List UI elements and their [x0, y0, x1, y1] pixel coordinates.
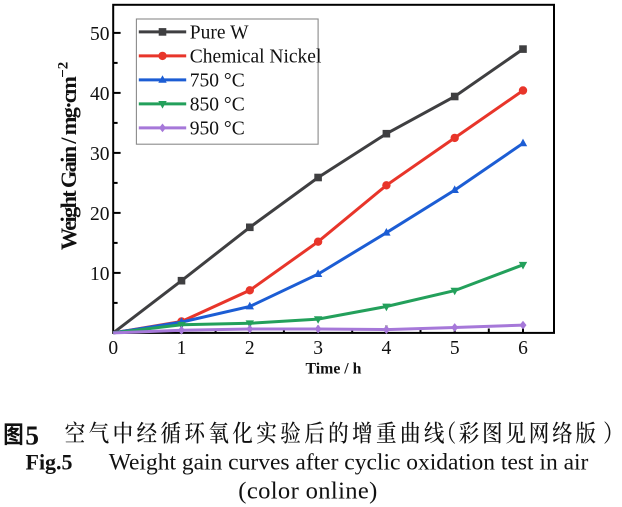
svg-text:1: 1: [177, 338, 187, 359]
svg-text:Weight Gain / mg·cm−2: Weight Gain / mg·cm−2: [56, 62, 82, 250]
svg-text:3: 3: [313, 338, 323, 359]
svg-text:5: 5: [450, 338, 460, 359]
svg-text:4: 4: [382, 338, 392, 359]
svg-text:(color online): (color online): [238, 478, 377, 505]
svg-text:950 °C: 950 °C: [190, 119, 245, 140]
svg-text:Fig.5: Fig.5: [26, 450, 73, 475]
svg-text:2: 2: [245, 338, 255, 359]
svg-text:10: 10: [90, 264, 110, 285]
svg-text:Weight gain curves after cycli: Weight gain curves after cyclic oxidatio…: [109, 450, 589, 476]
svg-text:0: 0: [108, 338, 118, 359]
svg-text:50: 50: [90, 24, 110, 45]
svg-text:30: 30: [90, 144, 110, 165]
svg-text:850 °C: 850 °C: [190, 95, 245, 116]
svg-text:20: 20: [90, 204, 110, 225]
svg-text:Pure W: Pure W: [190, 23, 249, 44]
svg-text:6: 6: [518, 338, 528, 359]
svg-text:Chemical Nickel: Chemical Nickel: [190, 47, 322, 68]
svg-text:750 °C: 750 °C: [190, 71, 245, 92]
svg-text:Time / h: Time / h: [306, 360, 362, 377]
svg-text:5: 5: [25, 420, 39, 451]
svg-text:40: 40: [90, 84, 110, 105]
